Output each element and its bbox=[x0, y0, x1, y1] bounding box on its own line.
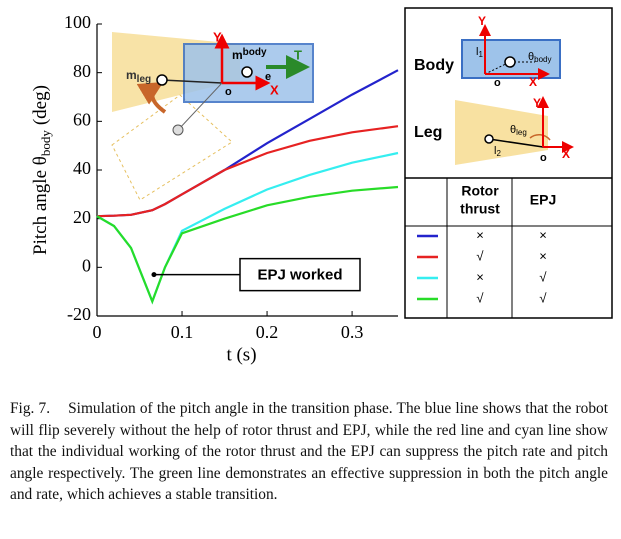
inset-diagram: Y X o mbody mleg T e bbox=[111, 29, 314, 201]
side-panel: Body Y X o l1 θbody Leg Y X o l2 θleg Ro… bbox=[404, 7, 613, 319]
inset-e: e bbox=[265, 71, 271, 83]
label-main: θ bbox=[510, 124, 516, 136]
table-cell: × bbox=[539, 248, 547, 263]
table-cell: × bbox=[476, 227, 484, 242]
inset-x: X bbox=[270, 82, 279, 97]
body-x: X bbox=[529, 75, 537, 89]
link-ghost bbox=[177, 82, 223, 131]
x-tick-label: 0.2 bbox=[256, 322, 279, 342]
label-sub: 2 bbox=[496, 149, 501, 158]
y-tick-label: 80 bbox=[73, 61, 91, 81]
inset-y: Y bbox=[213, 29, 222, 44]
body-l: l1 bbox=[476, 46, 483, 59]
x-axis-label: t (s) bbox=[226, 344, 256, 365]
body-origin: o bbox=[494, 77, 501, 89]
y-tick-label: 60 bbox=[73, 109, 91, 129]
leg-shape-ghost bbox=[111, 94, 233, 201]
leg-l: l2 bbox=[494, 145, 501, 158]
body-mass bbox=[241, 66, 253, 78]
label-main: θ bbox=[528, 51, 534, 63]
x-tick-label: 0 bbox=[93, 322, 102, 342]
x-tick-label: 0.3 bbox=[341, 322, 364, 342]
table-rows: × × √ × × √ √ √ bbox=[417, 227, 547, 305]
caption-text: Simulation of the pitch angle in the tra… bbox=[10, 400, 608, 504]
leg-link bbox=[488, 138, 544, 148]
y-tick-label: -20 bbox=[67, 304, 91, 324]
leg-mass bbox=[484, 134, 494, 144]
inset-origin: o bbox=[225, 86, 232, 98]
inset-mleg: mleg bbox=[126, 68, 151, 84]
rotation-arrow bbox=[136, 81, 167, 114]
leg-y: Y bbox=[533, 96, 541, 110]
table-cell: × bbox=[476, 269, 484, 284]
annotation-box bbox=[239, 257, 361, 292]
label-sub: leg bbox=[137, 74, 151, 85]
panel-frame bbox=[404, 7, 613, 319]
body-mass bbox=[504, 56, 516, 68]
y-axis-label: Pitch angle θbody (deg) bbox=[30, 85, 53, 255]
leg-title: Leg bbox=[414, 124, 442, 141]
y-tick-label: 0 bbox=[82, 255, 91, 275]
table-cell: √ bbox=[539, 290, 547, 305]
body-y: Y bbox=[478, 14, 486, 28]
inset-mbody: mbody bbox=[232, 47, 267, 63]
leg-shape bbox=[455, 100, 548, 165]
leg-x: X bbox=[562, 147, 570, 161]
label-main: m bbox=[232, 48, 243, 62]
series-line bbox=[96, 125, 399, 218]
table-cell: √ bbox=[476, 290, 484, 305]
link bbox=[161, 79, 223, 84]
label-main: l bbox=[476, 46, 478, 58]
y-tick-label: 20 bbox=[73, 207, 91, 227]
inset-thrust: T bbox=[294, 47, 302, 62]
leg-mass-ghost bbox=[172, 124, 184, 136]
y-tick-label: 100 bbox=[64, 12, 91, 32]
label-main: m bbox=[126, 68, 137, 82]
leg-origin: o bbox=[540, 152, 547, 164]
label-sub: body bbox=[534, 55, 551, 64]
y-tick-label: 40 bbox=[73, 158, 91, 178]
caption: Fig. 7. Simulation of the pitch angle in … bbox=[10, 398, 608, 506]
x-tick-label: 0.1 bbox=[171, 322, 194, 342]
body-link bbox=[484, 61, 511, 75]
leg-mass bbox=[156, 74, 168, 86]
body-title: Body bbox=[414, 57, 454, 74]
table-cell: × bbox=[539, 227, 547, 242]
label-sub: 1 bbox=[478, 50, 483, 59]
label-unit: (deg) bbox=[30, 85, 51, 125]
series-line bbox=[96, 185, 399, 305]
table-header: Rotor bbox=[461, 183, 499, 199]
table-cell: √ bbox=[539, 269, 547, 284]
caption-label: Fig. 7. bbox=[10, 400, 51, 417]
table-header: thrust bbox=[460, 201, 500, 217]
label-sub: body bbox=[243, 47, 267, 58]
label-main: Pitch angle θ bbox=[30, 156, 51, 255]
body-theta: θbody bbox=[528, 51, 551, 64]
annotation-text: EPJ worked bbox=[257, 267, 342, 284]
leg-angle bbox=[529, 134, 551, 141]
label-main: l bbox=[494, 145, 496, 157]
annotation-point bbox=[151, 272, 157, 278]
leg-theta: θleg bbox=[510, 124, 527, 137]
table-cell: √ bbox=[476, 248, 484, 263]
table-header: EPJ bbox=[530, 192, 556, 208]
label-sub: leg bbox=[516, 128, 527, 137]
label-sub: body bbox=[38, 130, 53, 157]
